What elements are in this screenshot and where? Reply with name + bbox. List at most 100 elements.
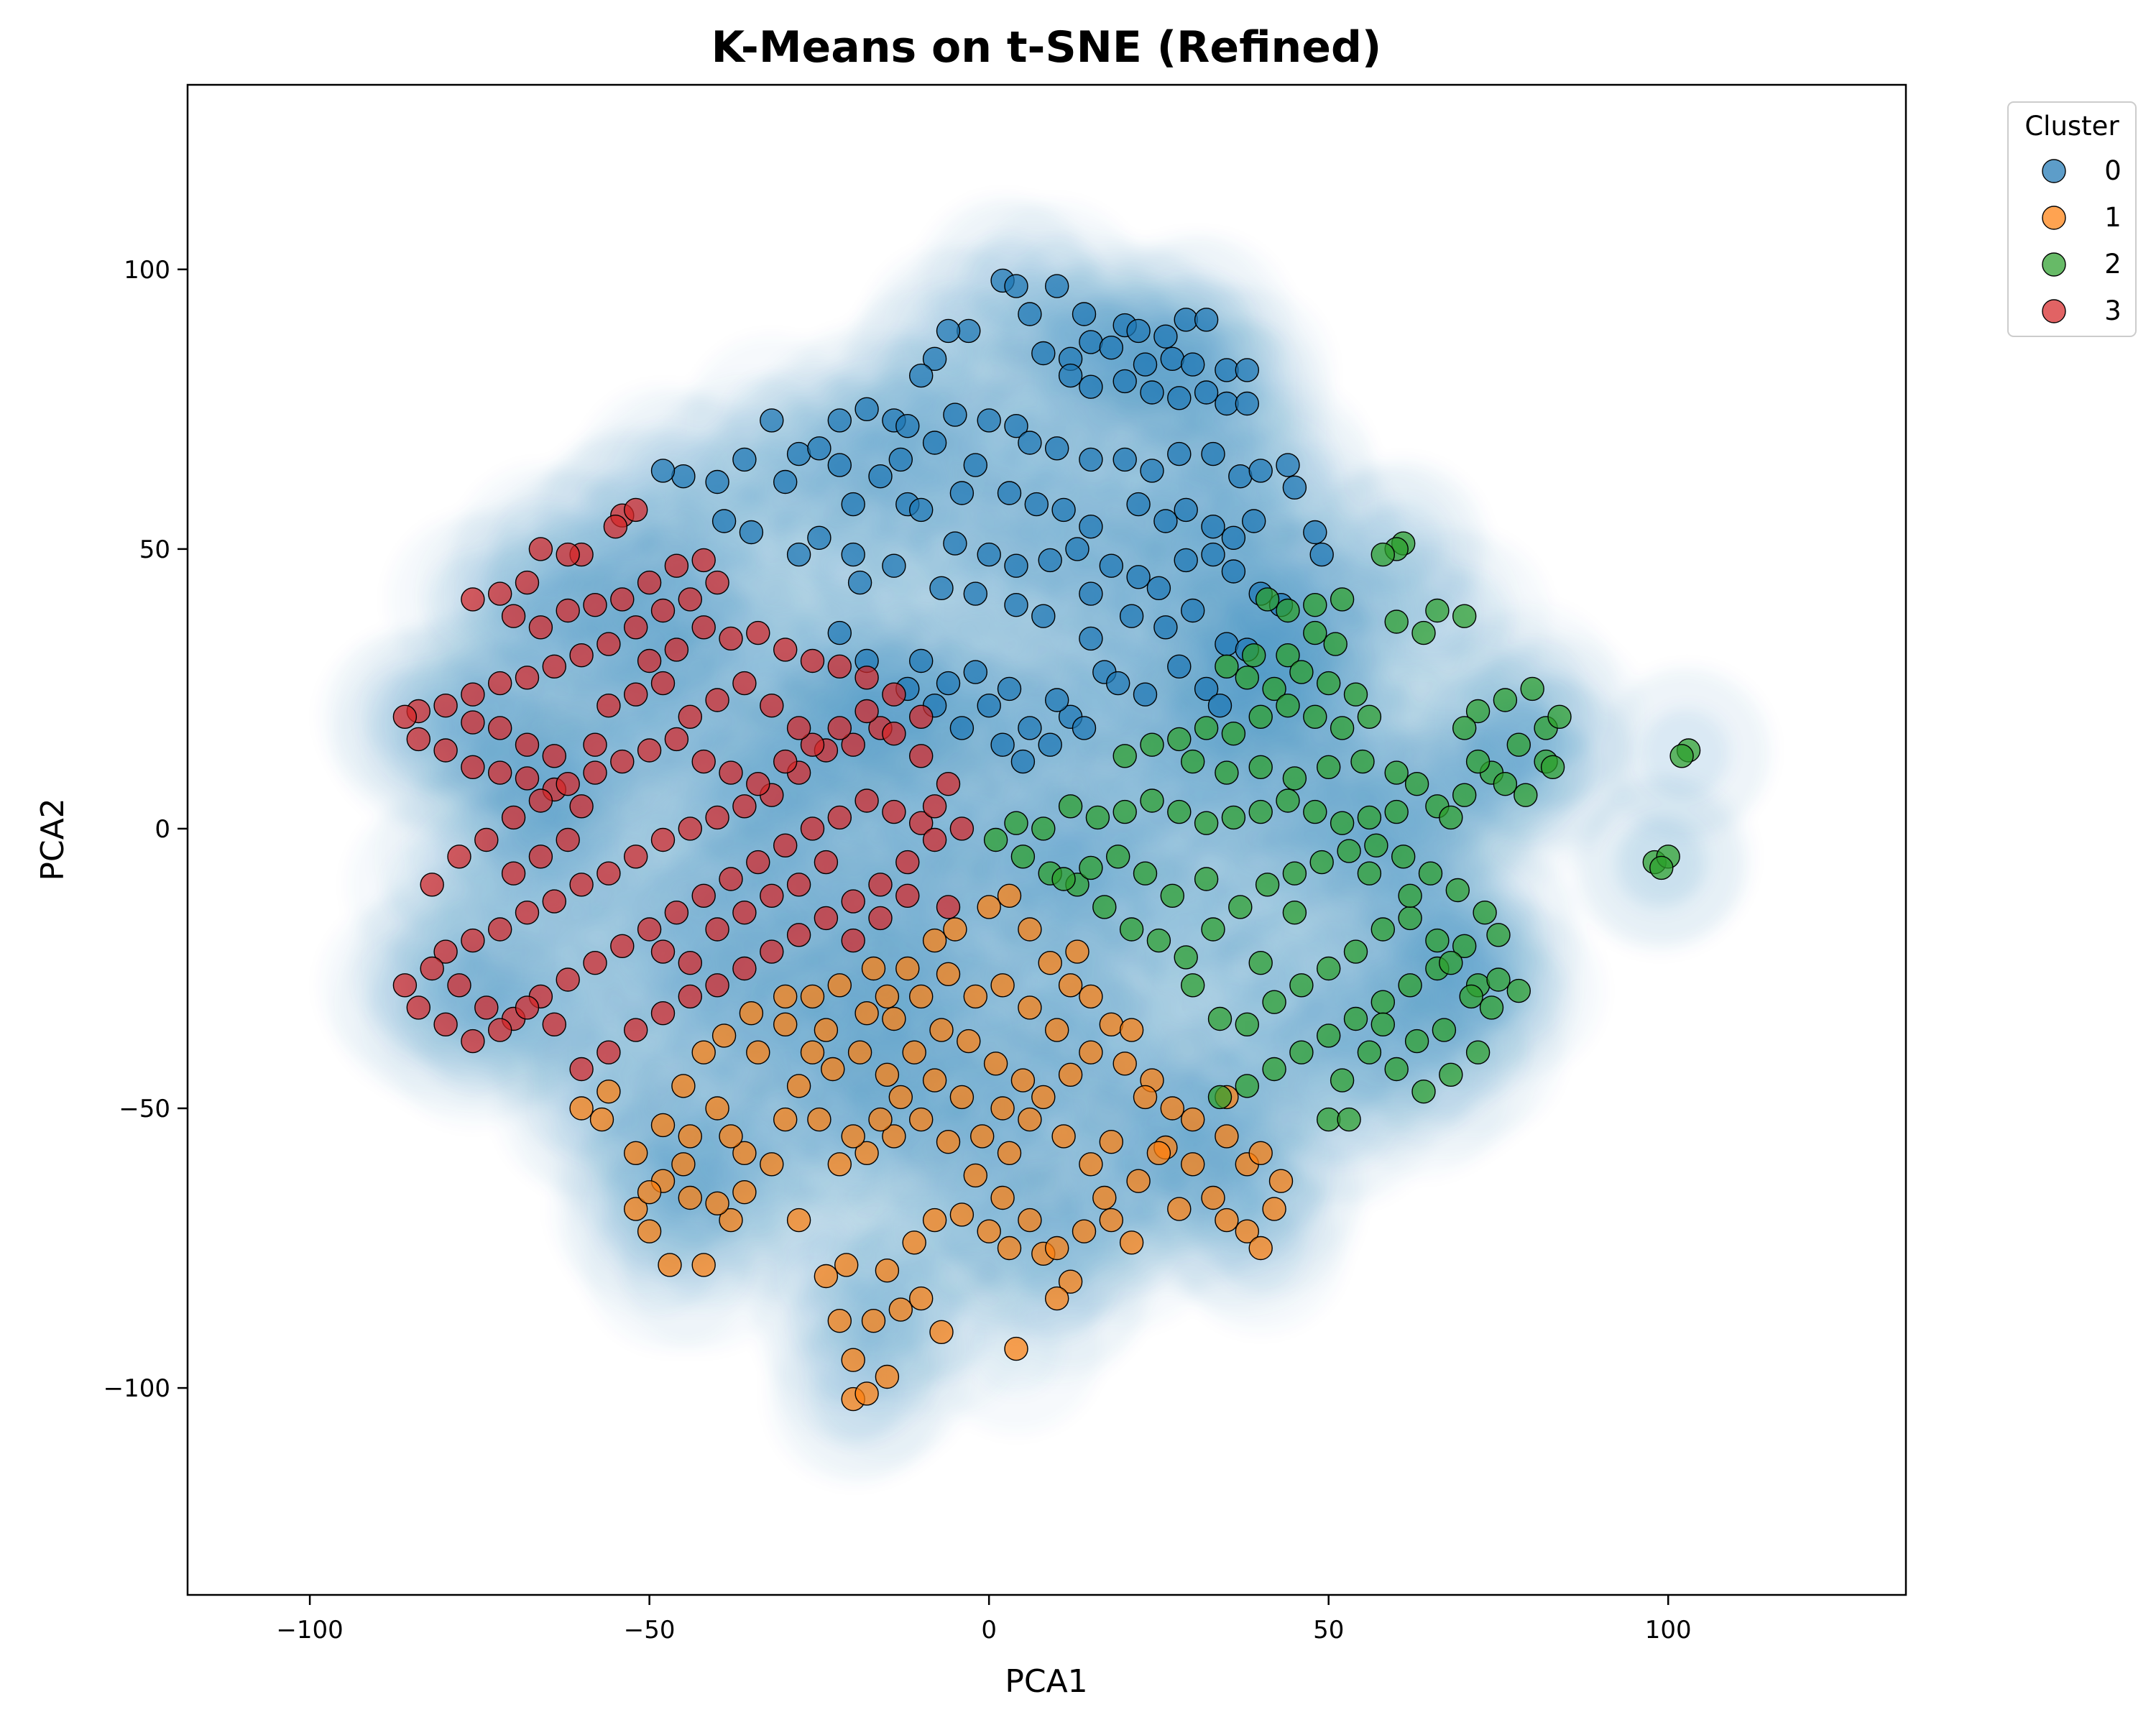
data-point (908, 984, 934, 1009)
data-point (875, 1258, 900, 1283)
data-point (610, 587, 635, 612)
data-point (969, 1124, 995, 1149)
data-point (1262, 990, 1286, 1014)
data-point (963, 660, 988, 684)
data-point (1140, 732, 1164, 757)
data-point (957, 1029, 981, 1054)
data-point (1004, 593, 1028, 617)
data-point (596, 861, 621, 886)
data-point (1201, 1185, 1225, 1210)
data-point (908, 497, 934, 523)
data-point (1112, 1052, 1137, 1076)
data-point (732, 900, 757, 925)
data-point (392, 973, 418, 998)
data-point (542, 654, 566, 678)
data-point (1343, 1006, 1368, 1031)
data-point (705, 1096, 729, 1121)
chart-title: K-Means on t-SNE (Refined) (711, 22, 1382, 73)
data-point (705, 469, 729, 494)
data-point (1452, 716, 1477, 740)
data-point (515, 570, 540, 595)
data-point (1180, 598, 1205, 623)
data-point (1248, 459, 1273, 483)
data-point (650, 598, 676, 623)
data-point (671, 464, 696, 489)
data-point (1058, 1269, 1083, 1294)
data-point (1276, 788, 1300, 813)
data-point (691, 1040, 716, 1064)
data-point (542, 744, 566, 768)
data-point (1112, 369, 1137, 394)
data-point (882, 799, 906, 824)
data-point (943, 917, 967, 942)
data-point (1248, 755, 1273, 780)
data-point (1038, 548, 1062, 573)
data-point (1180, 749, 1205, 774)
legend-marker-0 (2042, 159, 2066, 183)
data-point (610, 934, 635, 959)
data-point (841, 1348, 865, 1372)
data-point (1411, 620, 1436, 645)
data-point (1248, 1141, 1273, 1166)
data-point (1133, 1085, 1158, 1110)
data-point (1044, 1236, 1069, 1261)
legend-entries: 0 1 2 3 (2042, 155, 2122, 326)
data-point (1038, 732, 1062, 757)
data-point (596, 694, 621, 718)
data-point (983, 1052, 1008, 1076)
data-point (908, 363, 934, 388)
data-point (719, 626, 743, 651)
data-point (895, 414, 920, 438)
data-point (1126, 492, 1151, 517)
data-point (882, 682, 906, 707)
data-point (461, 928, 485, 953)
data-point (983, 827, 1008, 852)
plot-frame (186, 83, 1907, 1596)
data-point (908, 648, 934, 673)
data-point (827, 408, 852, 433)
data-point (1031, 604, 1056, 628)
data-point (515, 732, 540, 757)
data-point (1146, 576, 1171, 600)
data-point (1072, 1219, 1097, 1243)
data-point (814, 1018, 839, 1042)
data-point (678, 1185, 702, 1210)
data-point (1506, 732, 1531, 757)
data-point (908, 1286, 934, 1311)
data-point (800, 984, 825, 1009)
data-point (868, 1107, 893, 1132)
data-point (488, 716, 512, 740)
data-point (1282, 475, 1307, 500)
data-point (1194, 811, 1219, 835)
data-point (461, 710, 485, 735)
data-point (1418, 861, 1443, 886)
data-point (678, 704, 702, 729)
data-point (868, 464, 893, 489)
data-point (569, 1096, 594, 1121)
data-point (963, 1163, 988, 1188)
data-point (1207, 1085, 1233, 1110)
data-point (760, 408, 784, 433)
data-point (1004, 811, 1028, 835)
data-point (1465, 699, 1491, 724)
legend-label-3: 3 (2104, 295, 2122, 326)
data-point (1180, 352, 1205, 377)
data-point (1079, 330, 1103, 354)
x-axis-ticks: −100 −50 0 50 100 (276, 1595, 1692, 1644)
data-point (1072, 302, 1097, 326)
data-point (1649, 855, 1674, 880)
data-point (664, 638, 689, 662)
data-point (1316, 671, 1341, 696)
data-point (1384, 1057, 1409, 1082)
data-point (773, 638, 798, 662)
data-point (1065, 939, 1089, 964)
data-point (977, 694, 1001, 718)
data-point (1303, 704, 1327, 729)
data-point (1180, 973, 1205, 998)
data-point (1160, 883, 1185, 908)
data-point (882, 1124, 906, 1149)
data-point (746, 771, 770, 796)
data-point (1370, 542, 1396, 567)
y-tick-label: 100 (124, 256, 170, 285)
